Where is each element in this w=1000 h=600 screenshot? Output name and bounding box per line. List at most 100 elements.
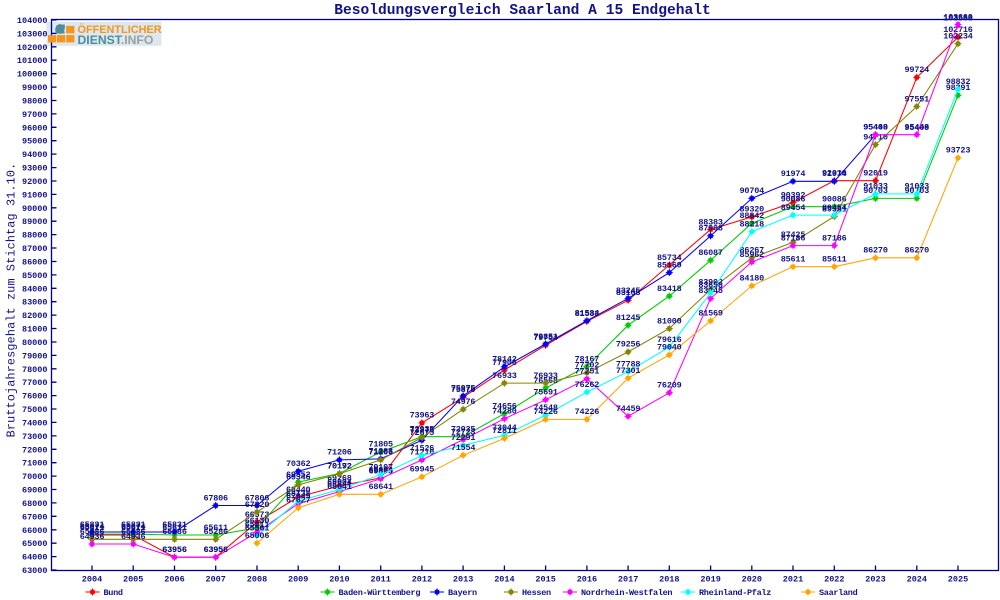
svg-text:69004: 69004 bbox=[327, 477, 352, 487]
svg-text:79754: 79754 bbox=[533, 333, 558, 343]
svg-text:71206: 71206 bbox=[327, 448, 352, 458]
svg-text:72935: 72935 bbox=[451, 425, 476, 435]
svg-text:65831: 65831 bbox=[121, 520, 146, 530]
svg-text:74459: 74459 bbox=[616, 404, 641, 414]
svg-text:71805: 71805 bbox=[368, 440, 393, 450]
svg-text:70107: 70107 bbox=[368, 463, 393, 473]
svg-text:74656: 74656 bbox=[492, 401, 517, 411]
svg-text:95409: 95409 bbox=[863, 123, 888, 133]
svg-text:87186: 87186 bbox=[822, 233, 847, 243]
svg-text:83418: 83418 bbox=[657, 284, 682, 294]
svg-text:87000: 87000 bbox=[22, 244, 48, 254]
svg-text:2022: 2022 bbox=[824, 575, 844, 585]
svg-text:76000: 76000 bbox=[22, 392, 48, 402]
svg-text:104000: 104000 bbox=[17, 16, 48, 26]
svg-text:89454: 89454 bbox=[822, 203, 847, 213]
svg-text:72935: 72935 bbox=[410, 425, 435, 435]
svg-text:65286: 65286 bbox=[162, 527, 187, 537]
svg-text:Nordrhein-Westfalen: Nordrhein-Westfalen bbox=[581, 588, 672, 598]
svg-text:91033: 91033 bbox=[905, 182, 930, 192]
svg-text:86270: 86270 bbox=[905, 246, 930, 256]
svg-text:68000: 68000 bbox=[22, 499, 48, 509]
svg-text:72723: 72723 bbox=[451, 427, 476, 437]
svg-text:74000: 74000 bbox=[22, 418, 48, 428]
svg-text:2010: 2010 bbox=[329, 575, 349, 585]
svg-text:98000: 98000 bbox=[22, 97, 48, 107]
svg-text:63956: 63956 bbox=[203, 545, 228, 555]
svg-text:68138: 68138 bbox=[286, 489, 311, 499]
svg-text:75875: 75875 bbox=[451, 385, 476, 395]
svg-text:77702: 77702 bbox=[575, 361, 600, 371]
svg-text:71526: 71526 bbox=[410, 443, 435, 453]
svg-text:83108: 83108 bbox=[616, 288, 641, 298]
svg-text:71000: 71000 bbox=[22, 459, 48, 469]
svg-text:85611: 85611 bbox=[822, 255, 847, 265]
svg-text:65000: 65000 bbox=[22, 539, 48, 549]
svg-text:83658: 83658 bbox=[698, 281, 723, 291]
svg-text:76933: 76933 bbox=[492, 371, 517, 381]
svg-text:92019: 92019 bbox=[863, 169, 888, 179]
svg-text:86087: 86087 bbox=[698, 248, 723, 258]
svg-text:67627: 67627 bbox=[286, 496, 311, 506]
svg-text:65286: 65286 bbox=[203, 527, 228, 537]
svg-text:65831: 65831 bbox=[80, 520, 105, 530]
svg-text:2015: 2015 bbox=[535, 575, 555, 585]
svg-text:99724: 99724 bbox=[905, 65, 930, 75]
svg-text:73044: 73044 bbox=[492, 423, 517, 433]
svg-text:76262: 76262 bbox=[575, 380, 600, 390]
svg-text:72675: 72675 bbox=[410, 428, 435, 438]
svg-text:69864: 69864 bbox=[368, 466, 393, 476]
svg-text:Rheinland-Pfalz: Rheinland-Pfalz bbox=[699, 588, 771, 598]
svg-text:72000: 72000 bbox=[22, 445, 48, 455]
svg-text:81584: 81584 bbox=[575, 309, 600, 319]
svg-text:77251: 77251 bbox=[575, 367, 600, 377]
svg-text:70192: 70192 bbox=[327, 461, 352, 471]
svg-text:84000: 84000 bbox=[22, 284, 48, 294]
svg-text:2004: 2004 bbox=[82, 575, 102, 585]
svg-text:81000: 81000 bbox=[22, 325, 48, 335]
svg-text:72811: 72811 bbox=[492, 426, 517, 436]
svg-text:93000: 93000 bbox=[22, 164, 48, 174]
svg-text:89351: 89351 bbox=[822, 204, 847, 214]
svg-text:77906: 77906 bbox=[492, 358, 517, 368]
svg-text:Bruttojahresgehalt zum Stichta: Bruttojahresgehalt zum Stichtag 31.10. bbox=[5, 163, 19, 438]
svg-text:101000: 101000 bbox=[17, 56, 48, 66]
svg-text:65006: 65006 bbox=[245, 531, 270, 541]
svg-text:71554: 71554 bbox=[451, 443, 476, 453]
svg-text:65611: 65611 bbox=[203, 523, 228, 533]
svg-text:71206: 71206 bbox=[368, 448, 393, 458]
svg-text:90000: 90000 bbox=[22, 204, 48, 214]
svg-text:103660: 103660 bbox=[943, 12, 973, 22]
svg-text:2025: 2025 bbox=[948, 575, 968, 585]
svg-text:103000: 103000 bbox=[17, 29, 48, 39]
svg-text:87908: 87908 bbox=[698, 224, 723, 234]
svg-text:2006: 2006 bbox=[164, 575, 184, 585]
svg-text:67000: 67000 bbox=[22, 512, 48, 522]
svg-text:74280: 74280 bbox=[492, 407, 517, 417]
svg-text:70172: 70172 bbox=[327, 462, 352, 472]
svg-text:65611: 65611 bbox=[80, 523, 105, 533]
svg-text:64000: 64000 bbox=[22, 553, 48, 563]
svg-text:65286: 65286 bbox=[121, 527, 146, 537]
svg-text:73963: 73963 bbox=[410, 411, 435, 421]
svg-text:103568: 103568 bbox=[943, 14, 973, 24]
svg-text:2024: 2024 bbox=[907, 575, 927, 585]
svg-text:Saarland: Saarland bbox=[819, 588, 858, 598]
svg-text:89454: 89454 bbox=[781, 203, 806, 213]
svg-text:76933: 76933 bbox=[533, 371, 558, 381]
svg-text:64936: 64936 bbox=[121, 532, 146, 542]
svg-text:93723: 93723 bbox=[946, 146, 971, 156]
svg-text:85169: 85169 bbox=[657, 260, 682, 270]
svg-text:63956: 63956 bbox=[162, 545, 187, 555]
svg-text:68841: 68841 bbox=[327, 479, 352, 489]
svg-text:89320: 89320 bbox=[740, 205, 765, 215]
svg-text:91033: 91033 bbox=[863, 182, 888, 192]
svg-text:88842: 88842 bbox=[740, 211, 765, 221]
svg-text:65561: 65561 bbox=[245, 523, 270, 533]
svg-text:95409: 95409 bbox=[905, 123, 930, 133]
svg-text:Hessen: Hessen bbox=[522, 588, 551, 598]
svg-text:95448: 95448 bbox=[905, 123, 930, 133]
svg-text:63956: 63956 bbox=[203, 545, 228, 555]
svg-text:85000: 85000 bbox=[22, 271, 48, 281]
svg-text:91974: 91974 bbox=[822, 169, 847, 179]
